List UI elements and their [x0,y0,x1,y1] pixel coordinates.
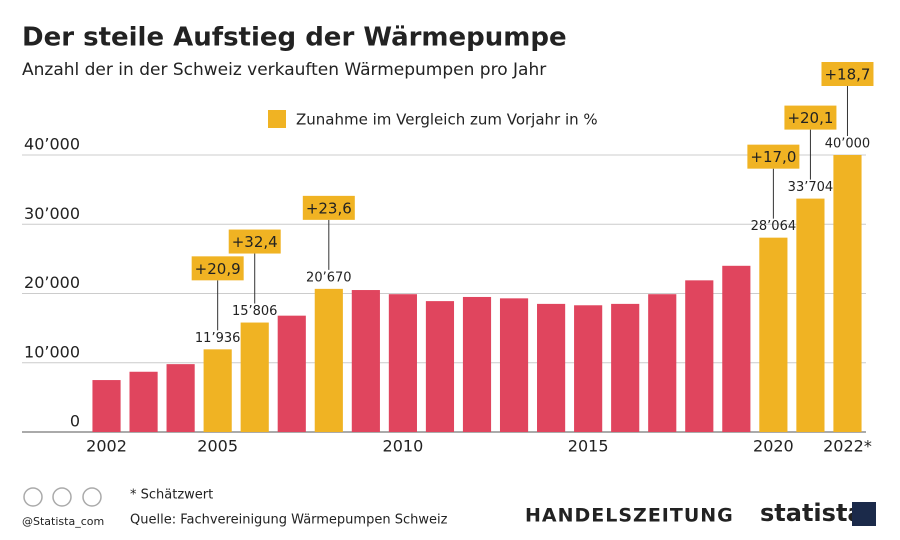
bar [833,155,862,432]
value-label: 20’670 [306,270,352,285]
y-tick-label: 0 [70,412,80,431]
bar [648,294,677,432]
bar [425,301,455,432]
footer-note: * Schätzwert [130,488,213,503]
change-label: +20,1 [787,109,833,127]
change-label: +18,7 [824,66,870,84]
x-tick-label: 2005 [197,437,238,456]
bar [796,198,825,432]
x-tick-label: 2020 [753,437,794,456]
y-tick-label: 30’000 [24,204,80,223]
bar [574,305,603,432]
x-tick-label: 2015 [568,437,609,456]
bar [722,265,751,432]
chart-title: Der steile Aufstieg der Wärmepumpe [22,23,567,53]
bar [314,288,343,432]
bar [129,371,158,432]
x-tick-label: 2010 [383,437,424,456]
x-tick-label: 2002 [86,437,127,456]
value-label: 11’936 [195,331,241,346]
footer-source: Quelle: Fachvereinigung Wärmepumpen Schw… [130,513,448,528]
change-label: +20,9 [195,260,241,278]
x-tick-label: 2022* [823,437,872,456]
change-box [784,105,837,130]
footer-handle: @Statista_com [22,515,104,528]
bar [203,349,232,432]
change-box [302,195,355,220]
change-box [747,144,800,169]
bar [611,303,640,432]
change-label: +23,6 [306,199,352,217]
value-label: 40’000 [825,137,871,152]
legend-label: Zunahme im Vergleich zum Vorjahr in % [296,111,598,129]
bar [759,237,788,432]
chart-subtitle: Anzahl der in der Schweiz verkauften Wär… [22,60,546,80]
change-label: +17,0 [750,148,796,166]
value-label: 28’064 [751,219,797,234]
bar [92,380,121,432]
bar [388,294,417,432]
y-tick-label: 40’000 [24,135,80,154]
bar [537,303,566,432]
change-label: +32,4 [232,233,278,251]
y-tick-label: 20’000 [24,273,80,292]
footer-brand: statista [760,499,864,527]
value-label: 33’704 [788,180,834,195]
bar [499,298,529,432]
change-box [228,229,281,254]
legend-swatch [268,110,286,128]
bar [277,315,306,432]
value-label: 15’806 [232,304,278,319]
change-box [191,256,244,281]
bar [685,280,714,432]
brand-logo [852,502,876,526]
bar [166,364,195,432]
bar [351,290,380,432]
change-box [821,62,874,86]
bar [462,296,492,432]
footer-publisher: HANDELSZEITUNG [525,505,734,527]
y-tick-label: 10’000 [24,342,80,361]
cc-icons [23,487,102,507]
bar [240,322,269,432]
